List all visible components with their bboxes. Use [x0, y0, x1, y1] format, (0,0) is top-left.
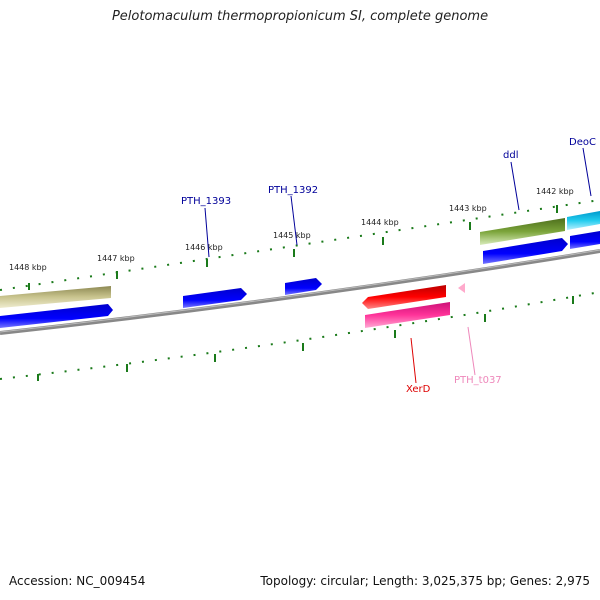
feature-ddl-block[interactable]: [480, 218, 565, 245]
label-leader: [510, 161, 520, 211]
accession-text: Accession: NC_009454: [9, 574, 146, 588]
feature-pink-block[interactable]: [365, 302, 450, 328]
label-leader: [467, 326, 476, 376]
gene-label-PTH_t037[interactable]: PTH_t037: [454, 375, 502, 386]
tick-label: 1445 kbp: [273, 231, 311, 240]
inner-scale-track: [0, 291, 600, 380]
major-ticks: [28, 205, 574, 381]
gene-label-ddl[interactable]: ddl: [503, 150, 518, 161]
feature-cds-arrow[interactable]: [483, 238, 568, 264]
genome-backbone: [0, 249, 600, 335]
feature-PTH_1393-arrow[interactable]: [183, 288, 247, 308]
gene-label-PTH_1392[interactable]: PTH_1392: [268, 185, 318, 196]
feature-cds-arrow[interactable]: [0, 304, 113, 328]
label-leader: [410, 337, 417, 384]
genome-title: Pelotomaculum thermopropionicum SI, comp…: [111, 9, 489, 24]
tick-label: 1446 kbp: [185, 243, 223, 252]
feature-cds-arrow[interactable]: [570, 231, 600, 249]
outer-scale-track: [0, 199, 600, 291]
tick-label: 1447 kbp: [97, 254, 135, 263]
tick-label: 1444 kbp: [361, 218, 399, 227]
tick-label: 1443 kbp: [449, 204, 487, 213]
label-leader: [204, 207, 210, 258]
tick-label: 1448 kbp: [9, 263, 47, 272]
feature-XerD-arrow[interactable]: [362, 285, 446, 309]
gene-label-XerD[interactable]: XerD: [406, 384, 431, 395]
feature-DeoC-block[interactable]: [567, 211, 600, 230]
gene-label-DeoC[interactable]: DeoC: [569, 137, 596, 148]
label-leader: [582, 147, 592, 197]
label-leader: [290, 195, 298, 246]
feature-PTH_1392-arrow[interactable]: [285, 278, 322, 295]
tick-label: 1442 kbp: [536, 187, 574, 196]
genome-summary-text: Topology: circular; Length: 3,025,375 bp…: [260, 574, 590, 588]
feature-olive-block[interactable]: [0, 286, 111, 308]
gene-label-PTH_1393[interactable]: PTH_1393: [181, 196, 231, 207]
feature-PTH_t037-marker[interactable]: [458, 283, 465, 293]
